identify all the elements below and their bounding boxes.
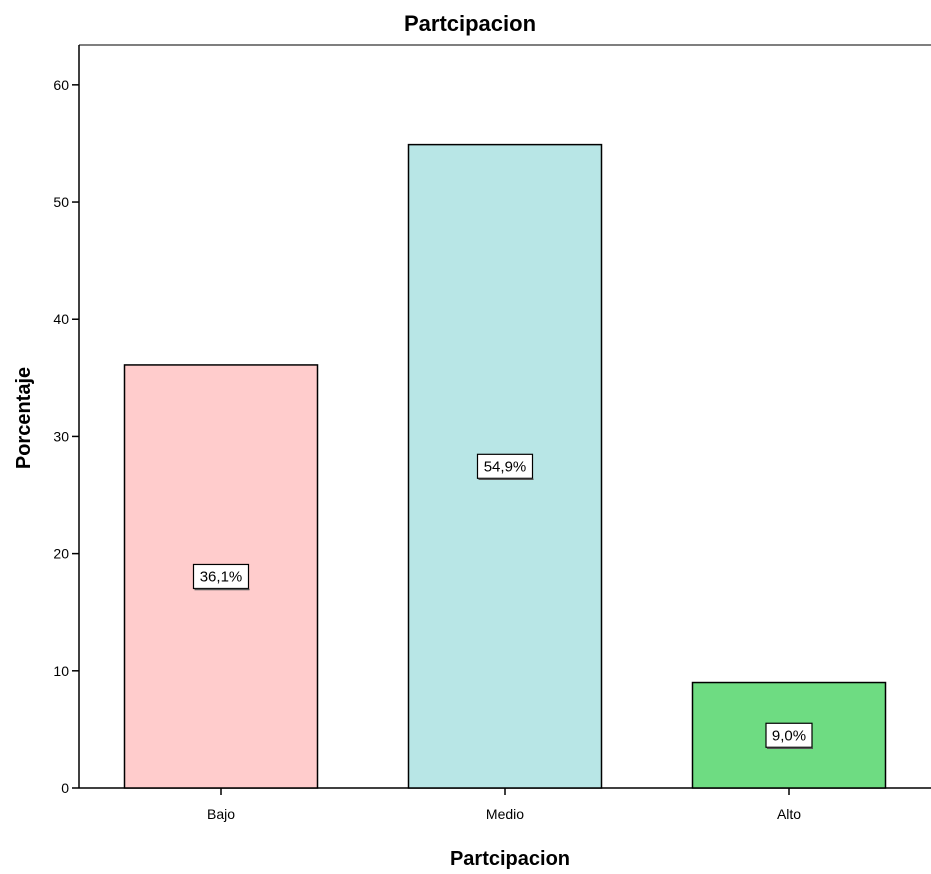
x-axis-title: Partcipacion [450,848,570,870]
y-tick-label: 20 [53,546,69,562]
data-label: 9,0% [772,727,806,744]
y-tick-label: 30 [53,428,69,444]
y-tick-label: 50 [53,194,69,210]
data-label-box [765,722,813,748]
y-tick-label: 40 [53,311,69,327]
data-label: 36,1% [200,568,243,585]
data-label: 54,9% [484,458,527,475]
y-axis-ticks: 0 10 20 30 40 50 60 [53,77,79,796]
x-tick-label: Bajo [207,806,235,822]
y-axis-title: Porcentaje [13,367,35,469]
x-tick-label: Alto [777,806,801,822]
bars: 36,1% 54,9% 9,0% [123,143,887,789]
chart-title: Partcipacion [404,11,536,36]
data-label-box [476,453,534,479]
x-axis-labels: Bajo Medio Alto [207,788,801,822]
y-tick-label: 0 [61,780,69,796]
x-tick-label: Medio [486,806,524,822]
y-tick-label: 10 [53,663,69,679]
data-label-box [192,563,250,590]
y-tick-label: 60 [53,77,69,93]
